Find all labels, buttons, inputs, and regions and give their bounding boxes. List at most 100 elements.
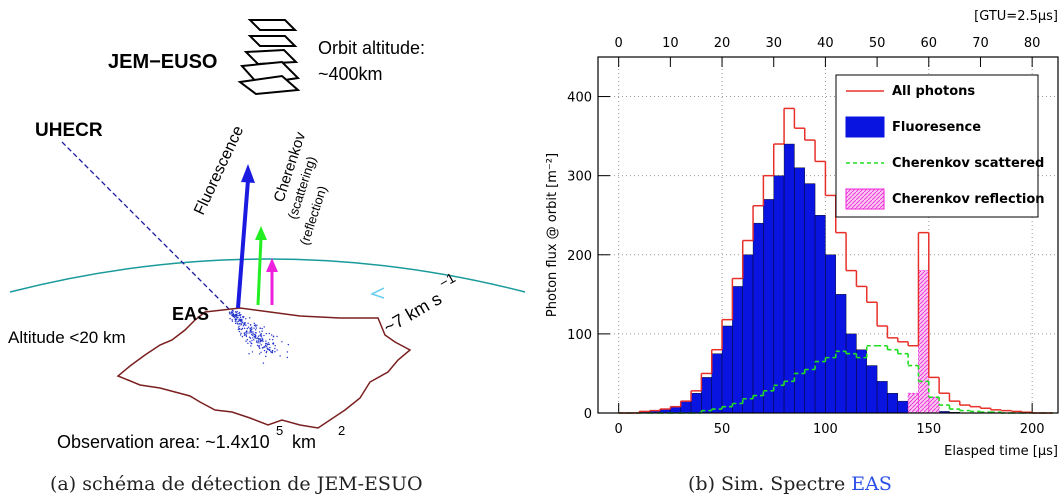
shower-dot bbox=[272, 342, 275, 344]
observation-area bbox=[116, 307, 412, 429]
shower-dot bbox=[238, 320, 241, 322]
shower-dot bbox=[239, 322, 241, 325]
shower-dot bbox=[274, 351, 276, 353]
shower-dot bbox=[266, 343, 268, 346]
bar bbox=[752, 222, 764, 414]
shower-dot bbox=[247, 342, 249, 344]
shower-dot bbox=[261, 339, 263, 342]
shower-dot bbox=[263, 326, 265, 328]
shower-dot bbox=[245, 340, 247, 342]
shower-dots bbox=[228, 309, 290, 364]
orbit-label: ~400km bbox=[318, 64, 383, 84]
shower-dot bbox=[234, 318, 237, 320]
bar bbox=[856, 349, 867, 414]
legend-swatch bbox=[845, 188, 885, 210]
bar bbox=[814, 215, 826, 414]
shower-dot bbox=[237, 323, 239, 325]
y-tick-label: 300 bbox=[567, 170, 592, 185]
diagram: JEM−EUSO Orbit altitude: ~400km UHECR Fl… bbox=[8, 19, 526, 495]
x-tick-label: 200 bbox=[1020, 422, 1045, 437]
shower-dot bbox=[253, 339, 255, 341]
x2-tick-label: 30 bbox=[765, 36, 782, 51]
shower-dot bbox=[236, 310, 238, 313]
caption-link[interactable]: EAS bbox=[851, 473, 892, 495]
shower-dot bbox=[249, 317, 251, 319]
arrow-head bbox=[266, 258, 278, 272]
shower-dot bbox=[263, 349, 266, 352]
shower-dot bbox=[269, 338, 271, 341]
x2-tick-label: 60 bbox=[921, 36, 938, 51]
shower-dot bbox=[236, 322, 238, 324]
shower-dot bbox=[244, 323, 246, 326]
shower-dot bbox=[259, 339, 262, 341]
shower-dot bbox=[246, 339, 249, 341]
shower-dot bbox=[260, 344, 263, 346]
shower-dot bbox=[256, 344, 259, 347]
legend-swatch bbox=[845, 116, 885, 138]
shower-dot bbox=[281, 341, 283, 343]
shower-dot bbox=[255, 332, 257, 334]
legend-label: Cherenkov reflection bbox=[892, 192, 1045, 207]
shower-dot bbox=[240, 332, 242, 335]
arrow-head bbox=[241, 164, 255, 183]
shower-dot bbox=[252, 332, 254, 335]
shower-dot bbox=[250, 331, 253, 333]
shower-dot bbox=[256, 337, 258, 340]
shower-dot bbox=[250, 342, 252, 344]
shower-dot bbox=[286, 351, 289, 353]
shower-dot bbox=[268, 349, 271, 352]
bar bbox=[732, 286, 743, 414]
shower-dot bbox=[254, 334, 257, 337]
caption: (b) Sim. Spectre EAS bbox=[688, 473, 892, 495]
shower-dot bbox=[255, 327, 258, 329]
shower-dot bbox=[237, 328, 239, 331]
shower-dot bbox=[237, 316, 239, 319]
shower-dot bbox=[243, 333, 246, 335]
bar bbox=[928, 396, 940, 414]
plot-frame bbox=[597, 56, 1059, 414]
caption: (a) schéma de détection de JEM-ESUO bbox=[50, 473, 423, 495]
shower-dot bbox=[234, 322, 237, 325]
shower-dot bbox=[255, 341, 258, 343]
shower-dot bbox=[274, 347, 276, 350]
shower-dot bbox=[258, 338, 260, 340]
shower-dot bbox=[248, 353, 250, 355]
bar bbox=[680, 400, 692, 414]
bar bbox=[742, 254, 754, 414]
eas-label: EAS bbox=[172, 304, 209, 324]
shower-dot bbox=[268, 332, 270, 335]
x2-tick-label: 80 bbox=[1024, 36, 1041, 51]
shower-dot bbox=[243, 327, 246, 330]
shower-dot bbox=[260, 335, 263, 337]
shower-dot bbox=[242, 325, 245, 327]
bar bbox=[876, 381, 888, 414]
shower-dot bbox=[253, 322, 255, 325]
shower-dot bbox=[239, 334, 242, 336]
shower-dot bbox=[235, 316, 237, 318]
shower-dot bbox=[231, 319, 233, 321]
shower-dot bbox=[238, 330, 241, 333]
bar bbox=[670, 406, 681, 414]
shower-dot bbox=[240, 328, 243, 331]
shower-dot bbox=[257, 342, 259, 344]
shower-dot bbox=[237, 312, 239, 314]
bar bbox=[887, 393, 898, 414]
shower-dot bbox=[240, 320, 242, 323]
shower-dot bbox=[249, 340, 251, 343]
bar bbox=[918, 270, 930, 414]
bar bbox=[773, 175, 785, 414]
shower-dot bbox=[254, 337, 256, 339]
shower-dot bbox=[256, 340, 258, 342]
shower-dot bbox=[260, 333, 262, 335]
shower-dot bbox=[246, 332, 248, 334]
shower-dot bbox=[264, 344, 267, 346]
shower-dot bbox=[238, 313, 241, 315]
shower-dot bbox=[258, 353, 261, 355]
legend-label: Fluoresence bbox=[892, 120, 981, 135]
shower-dot bbox=[249, 324, 252, 326]
shower-dot bbox=[256, 324, 258, 326]
scattering-arrow bbox=[256, 237, 263, 306]
instrument-label: JEM−EUSO bbox=[108, 51, 217, 73]
bar bbox=[711, 353, 723, 414]
shower-dot bbox=[276, 349, 278, 351]
